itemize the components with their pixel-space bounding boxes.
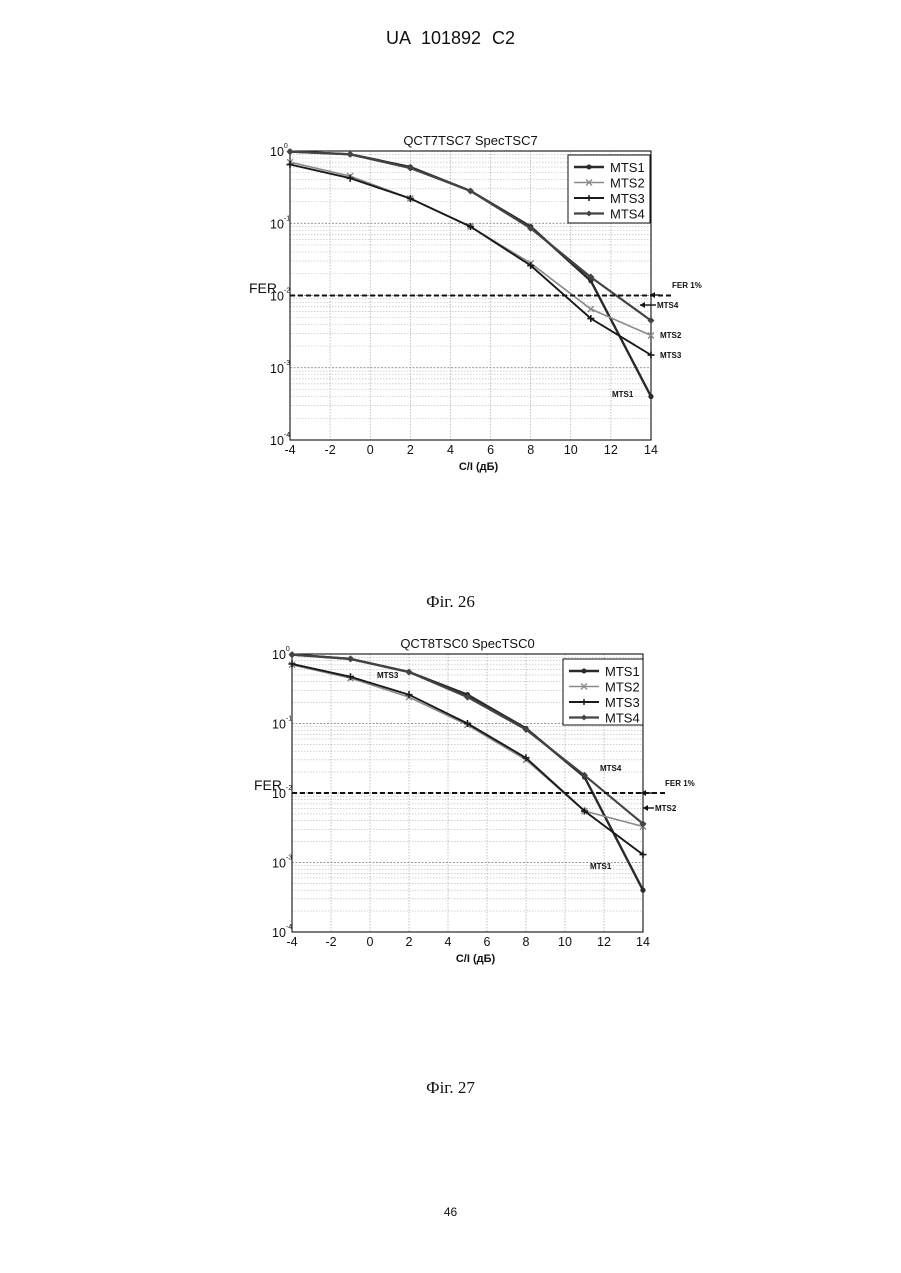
legend-marker (582, 669, 587, 674)
x-tick-label: 14 (644, 443, 658, 457)
x-tick-label: 8 (523, 935, 530, 949)
legend-label: MTS1 (610, 160, 645, 175)
x-tick-label: 10 (564, 443, 578, 457)
annotation-label: MTS4 (600, 764, 622, 773)
x-tick-label: 2 (406, 935, 413, 949)
annotation-label: MTS1 (612, 390, 634, 399)
legend-label: MTS2 (610, 176, 645, 191)
annotation-label: MTS3 (377, 671, 399, 680)
page-header: UA 101892 C2 (0, 28, 901, 49)
annotation-label: MTS2 (655, 804, 677, 813)
data-point-mts1 (640, 888, 645, 893)
annotation-label: MTS3 (660, 351, 682, 360)
figure-caption-26: Фіг. 26 (0, 592, 901, 612)
reference-line-label: FER 1% (665, 779, 695, 788)
x-tick-label: -2 (325, 935, 336, 949)
y-tick-label: 10-3 (270, 360, 290, 376)
x-axis-label: C/I (дБ) (456, 953, 496, 965)
legend-marker (587, 165, 592, 170)
x-tick-label: 14 (636, 935, 650, 949)
arrow-head-icon (643, 805, 648, 811)
annotation-label: FER (254, 777, 282, 793)
annotation-label: FER (249, 280, 277, 296)
x-tick-label: 12 (597, 935, 611, 949)
y-tick-label: 10-1 (272, 716, 292, 732)
y-tick-label: 100 (272, 646, 290, 662)
figure-caption-27: Фіг. 27 (0, 1078, 901, 1098)
x-tick-label: 4 (445, 935, 452, 949)
legend-label: MTS4 (605, 711, 640, 726)
chart-title: QCT7TSC7 SpecTSC7 (403, 133, 537, 148)
legend-label: MTS1 (605, 664, 640, 679)
legend-label: MTS2 (605, 680, 640, 695)
x-axis-label: C/I (дБ) (459, 461, 499, 473)
data-point-mts1 (648, 394, 653, 399)
x-tick-label: 6 (487, 443, 494, 457)
y-tick-label: 10-3 (272, 855, 292, 871)
x-tick-label: -2 (325, 443, 336, 457)
annotation-label: MTS4 (657, 301, 679, 310)
y-tick-label: 100 (270, 143, 288, 159)
page-number: 46 (0, 1205, 901, 1219)
x-tick-label: -4 (284, 443, 295, 457)
legend-label: MTS3 (605, 695, 640, 710)
chart-fig-26: QCT7TSC7 SpecTSC7 -4 -2 0 2 4 6 8 10 12 14 C/I (дБ)… (0, 118, 901, 538)
legend-label: MTS4 (610, 207, 645, 222)
annotation-label: MTS2 (660, 331, 682, 340)
x-tick-label: 8 (527, 443, 534, 457)
x-tick-label: 2 (407, 443, 414, 457)
chart-title: QCT8TSC0 SpecTSC0 (400, 636, 534, 651)
legend-label: MTS3 (610, 191, 645, 206)
x-tick-label: 12 (604, 443, 618, 457)
x-tick-label: 10 (558, 935, 572, 949)
annotation-label: MTS1 (590, 862, 612, 871)
y-tick-label: 10-1 (270, 215, 290, 231)
x-tick-label: 0 (367, 935, 374, 949)
x-tick-label: 0 (367, 443, 374, 457)
x-tick-label: 6 (484, 935, 491, 949)
x-tick-label: 4 (447, 443, 454, 457)
x-tick-label: -4 (286, 935, 297, 949)
chart-fig-27: QCT8TSC0 SpecTSC0 -4 -2 0 2 4 6 8 10 12 14 C/I (дБ)… (0, 612, 901, 1032)
reference-line-label: FER 1% (672, 281, 702, 290)
